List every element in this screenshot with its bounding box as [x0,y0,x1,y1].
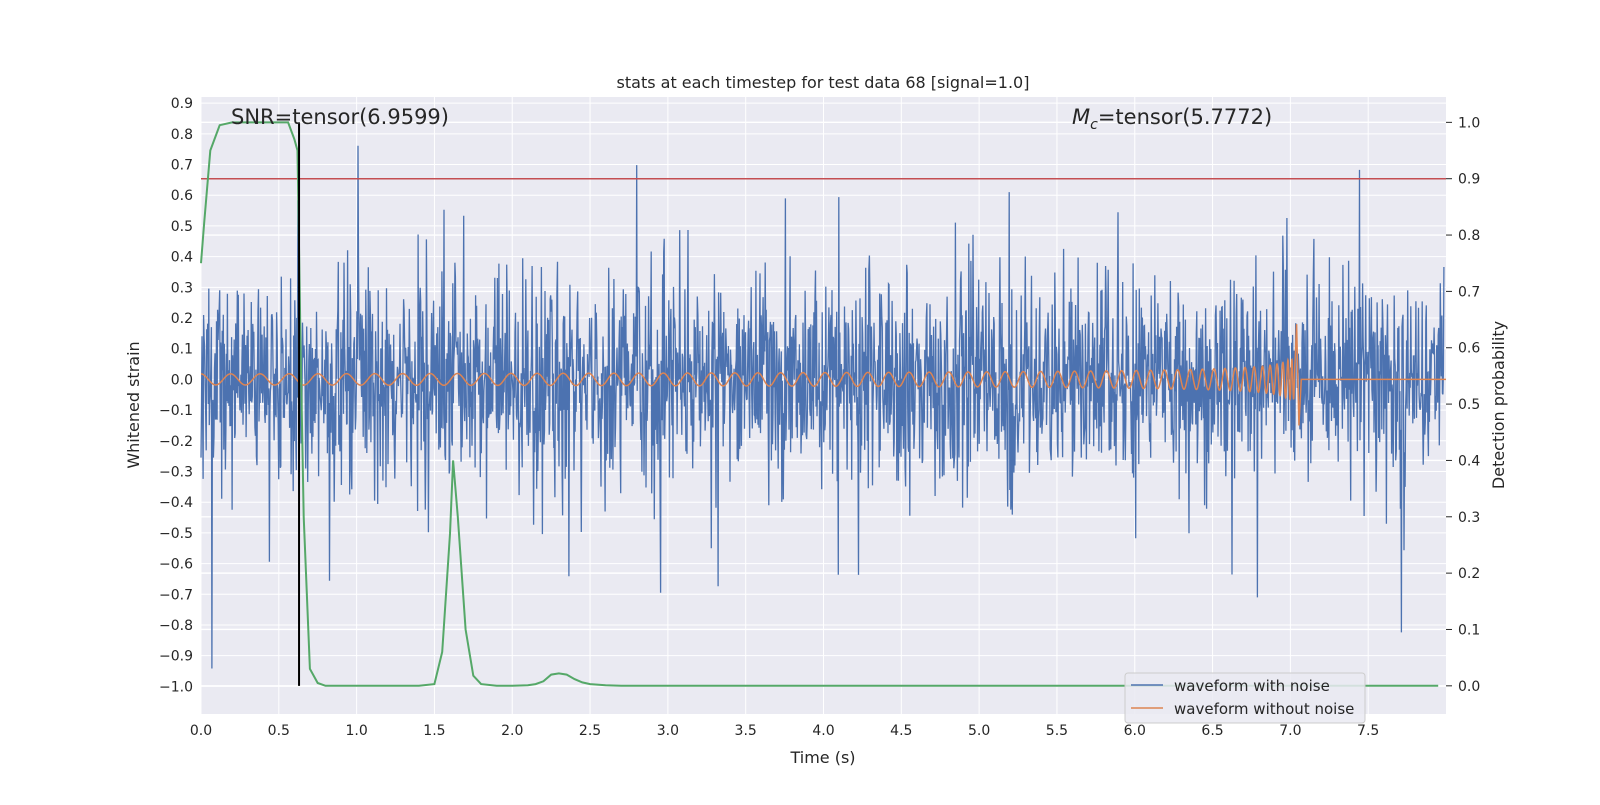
x-tick-label: 2.0 [501,723,523,739]
series-waveform-without-noise [200,324,1446,426]
y-tick-label: −0.3 [159,464,193,480]
y-tick-label: −0.8 [159,618,193,634]
y2-tick-label: 1.0 [1458,115,1480,131]
y-tick-label: −0.2 [159,434,193,450]
y-tick-label: 0.1 [171,342,193,358]
y2-axis-label: Detection probability [1489,321,1508,489]
x-tick-label: 3.5 [735,723,757,739]
x-tick-label: 0.0 [190,723,212,739]
x-tick-label: 1.5 [423,723,445,739]
y2-tick-label: 0.9 [1458,172,1480,188]
y2-tick-label: 0.4 [1458,453,1480,469]
y2-tick-label: 0.6 [1458,341,1480,357]
legend-label-clean: waveform without noise [1174,700,1354,718]
legend-box [1124,672,1366,724]
legend-label-noisy: waveform with noise [1174,677,1330,695]
y2-tick-label: 0.0 [1458,679,1480,695]
x-tick-label: 3.0 [657,723,679,739]
mc-symbol: M [1072,105,1090,129]
series-waveform-with-noise [200,145,1445,669]
y2-tick-label: 0.7 [1458,284,1480,300]
x-tick-label: 2.5 [579,723,601,739]
y-tick-label: 0.7 [171,158,193,174]
legend: waveform with noise waveform without noi… [1124,672,1366,724]
y2-tick-label: 0.1 [1458,622,1480,638]
y-tick-label: −1.0 [159,679,193,695]
y-tick-label: 0.4 [171,250,193,266]
series-detection-probability [200,121,1446,687]
chart-title: stats at each timestep for test data 68 … [617,73,1030,92]
snr-annotation: SNR=tensor(6.9599) [231,105,449,129]
y-tick-label: 0.6 [171,188,193,204]
mc-annotation: Mc=tensor(5.7772) [1072,105,1272,133]
y2-tick-label: 0.3 [1458,510,1480,526]
x-tick-label: 6.0 [1124,723,1146,739]
x-tick-label: 7.0 [1279,723,1301,739]
x-tick-label: 5.0 [968,723,990,739]
x-tick-label: 6.5 [1201,723,1223,739]
x-axis-label: Time (s) [789,748,855,767]
x-tick-label: 4.0 [812,723,834,739]
y-tick-label: −0.5 [159,526,193,542]
clean-waveform-line [200,324,1446,426]
axis-ticks: 0.0 0.5 1.0 1.5 2.0 2.5 3.0 3.5 4.0 4.5 5.0 5.5 6.0 6… [159,96,1480,739]
y-tick-label: 0.9 [171,96,193,112]
y-tick-label: −0.4 [159,495,193,511]
y-tick-label: 0.5 [171,219,193,235]
y-tick-label: 0.0 [171,372,193,388]
mc-subscript: c [1090,117,1098,133]
x-tick-label: 0.5 [268,723,290,739]
y-axis-label: Whitened strain [124,341,143,468]
x-tick-label: 7.5 [1357,723,1379,739]
x-tick-label: 5.5 [1046,723,1068,739]
y2-tick-label: 0.8 [1458,228,1480,244]
y2-tick-label: 0.2 [1458,566,1480,582]
y-tick-label: −0.9 [159,649,193,665]
y-tick-label: −0.1 [159,403,193,419]
y-tick-label: 0.3 [171,280,193,296]
x-tick-label: 4.5 [890,723,912,739]
y2-tick-label: 0.5 [1458,397,1480,413]
y-tick-label: 0.8 [171,127,193,143]
y-tick-label: −0.6 [159,557,193,573]
probability-line [200,121,1439,687]
mc-value: =tensor(5.7772) [1098,105,1272,129]
y-tick-label: 0.2 [171,311,193,327]
x-tick-label: 1.0 [345,723,367,739]
y-tick-label: −0.7 [159,587,193,603]
noisy-waveform-line [200,145,1445,669]
